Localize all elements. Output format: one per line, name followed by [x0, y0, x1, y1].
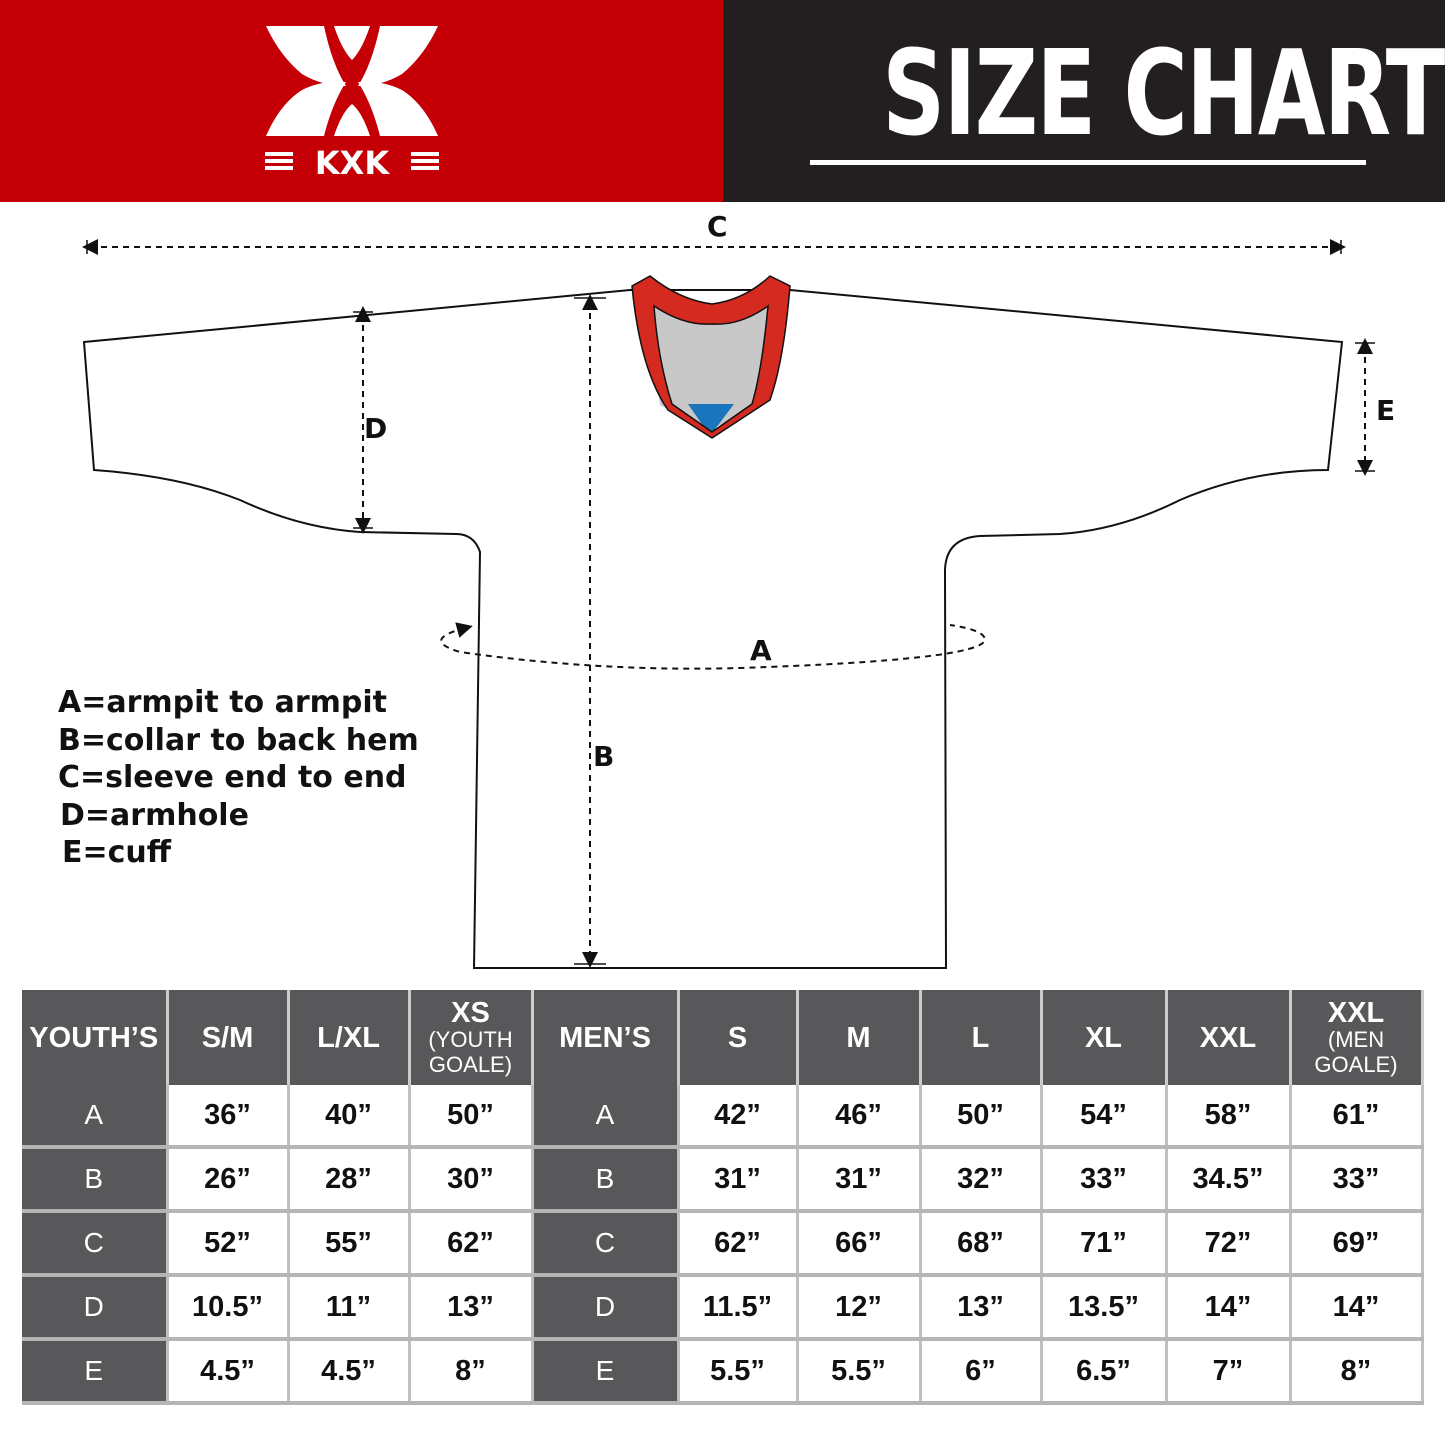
- table-row: C 52” 55” 62” C 62” 66” 68” 71” 72” 69”: [22, 1211, 1424, 1277]
- label-b: B: [593, 740, 615, 773]
- jersey-diagram: [82, 239, 1375, 969]
- table-cell: 62”: [409, 1211, 534, 1277]
- table-cell: 34.5”: [1166, 1147, 1292, 1213]
- label-a: A: [750, 634, 772, 667]
- row-label: C: [532, 1211, 680, 1277]
- column-header: XXL: [1166, 990, 1292, 1085]
- table-cell: 55”: [288, 1211, 411, 1277]
- column-header: M: [797, 990, 922, 1085]
- title-underline: [810, 160, 1366, 165]
- measure-a-line: [440, 622, 987, 670]
- column-header: L/XL: [288, 990, 411, 1085]
- collar-trim: [631, 275, 791, 439]
- table-cell: 11.5”: [678, 1275, 799, 1341]
- row-label: E: [532, 1339, 680, 1405]
- table-cell: 14”: [1166, 1275, 1292, 1341]
- table-cell: 52”: [167, 1211, 290, 1277]
- table-cell: 8”: [409, 1339, 534, 1405]
- table-row: A 36” 40” 50” A 42” 46” 50” 54” 58” 61”: [22, 1085, 1424, 1149]
- table-cell: 69”: [1290, 1211, 1424, 1277]
- page-title: SIZE CHART: [882, 24, 1445, 162]
- table-cell: 5.5”: [797, 1339, 922, 1405]
- legend-item: B=collar to back hem: [58, 722, 419, 758]
- legend-item: D=armhole: [60, 797, 249, 833]
- column-header: XL: [1041, 990, 1168, 1085]
- row-label: B: [532, 1147, 680, 1213]
- table-cell: 50”: [920, 1085, 1043, 1149]
- label-d: D: [364, 412, 388, 445]
- jersey-outline: [82, 289, 1344, 969]
- table-cell: 12”: [797, 1275, 922, 1341]
- row-label: A: [532, 1085, 680, 1149]
- table-cell: 40”: [288, 1085, 411, 1149]
- kxk-logo: KXK: [265, 26, 439, 179]
- youth-group-header: YOUTH’S: [22, 990, 169, 1085]
- men-group-header: MEN’S: [532, 990, 680, 1085]
- row-label: B: [22, 1147, 169, 1213]
- row-label: E: [22, 1339, 169, 1405]
- table-cell: 28”: [288, 1147, 411, 1213]
- table-cell: 8”: [1290, 1339, 1424, 1405]
- row-label: D: [22, 1275, 169, 1341]
- table-row: E 4.5” 4.5” 8” E 5.5” 5.5” 6” 6.5” 7” 8”: [22, 1339, 1424, 1405]
- table-cell: 54”: [1041, 1085, 1168, 1149]
- label-c: C: [707, 210, 728, 243]
- table-cell: 30”: [409, 1147, 534, 1213]
- column-header: XS (YOUTH GOALE): [409, 990, 534, 1085]
- table-cell: 13”: [920, 1275, 1043, 1341]
- table-cell: 33”: [1290, 1147, 1424, 1213]
- table-cell: 4.5”: [167, 1339, 290, 1405]
- header-row: YOUTH’S S/M L/XL XS (YOUTH GOALE) MEN’S S…: [22, 990, 1424, 1085]
- table-cell: 46”: [797, 1085, 922, 1149]
- column-header: XXL (MEN GOALE): [1290, 990, 1424, 1085]
- table-cell: 33”: [1041, 1147, 1168, 1213]
- size-table: YOUTH’S S/M L/XL XS (YOUTH GOALE) MEN’S S…: [22, 990, 1424, 1405]
- table-cell: 6.5”: [1041, 1339, 1168, 1405]
- row-label: D: [532, 1275, 680, 1341]
- table-cell: 31”: [797, 1147, 922, 1213]
- table-row: B 26” 28” 30” B 31” 31” 32” 33” 34.5” 33”: [22, 1147, 1424, 1213]
- legend-item: E=cuff: [62, 835, 172, 870]
- table-cell: 36”: [167, 1085, 290, 1149]
- table-cell: 58”: [1166, 1085, 1292, 1149]
- table-cell: 7”: [1166, 1339, 1292, 1405]
- logo-text: KXK: [315, 144, 390, 179]
- table-cell: 14”: [1290, 1275, 1424, 1341]
- table-cell: 32”: [920, 1147, 1043, 1213]
- table-cell: 66”: [797, 1211, 922, 1277]
- title-banner: [723, 0, 1445, 202]
- table-cell: 71”: [1041, 1211, 1168, 1277]
- table-cell: 4.5”: [288, 1339, 411, 1405]
- table-cell: 42”: [678, 1085, 799, 1149]
- measurement-legend: A=armpit to armpit B=collar to back hem …: [58, 684, 419, 872]
- collar-blue: [688, 404, 734, 436]
- table-row: D 10.5” 11” 13” D 11.5” 12” 13” 13.5” 14” 14”: [22, 1275, 1424, 1341]
- legend-item: C=sleeve end to end: [58, 760, 407, 795]
- table-cell: 10.5”: [167, 1275, 290, 1341]
- legend-item: A=armpit to armpit: [58, 685, 387, 720]
- collar-inner: [648, 300, 770, 430]
- table-cell: 6”: [920, 1339, 1043, 1405]
- row-label: C: [22, 1211, 169, 1277]
- table-cell: 5.5”: [678, 1339, 799, 1405]
- table-cell: 62”: [678, 1211, 799, 1277]
- column-header: L: [920, 990, 1043, 1085]
- column-header: S/M: [167, 990, 290, 1085]
- table-cell: 72”: [1166, 1211, 1292, 1277]
- table-cell: 50”: [409, 1085, 534, 1149]
- table-cell: 26”: [167, 1147, 290, 1213]
- column-header: S: [678, 990, 799, 1085]
- table-cell: 68”: [920, 1211, 1043, 1277]
- table-cell: 61”: [1290, 1085, 1424, 1149]
- table-cell: 13.5”: [1041, 1275, 1168, 1341]
- table-cell: 31”: [678, 1147, 799, 1213]
- table-cell: 13”: [409, 1275, 534, 1341]
- row-label: A: [22, 1085, 169, 1149]
- label-e: E: [1376, 394, 1396, 427]
- table-cell: 11”: [288, 1275, 411, 1341]
